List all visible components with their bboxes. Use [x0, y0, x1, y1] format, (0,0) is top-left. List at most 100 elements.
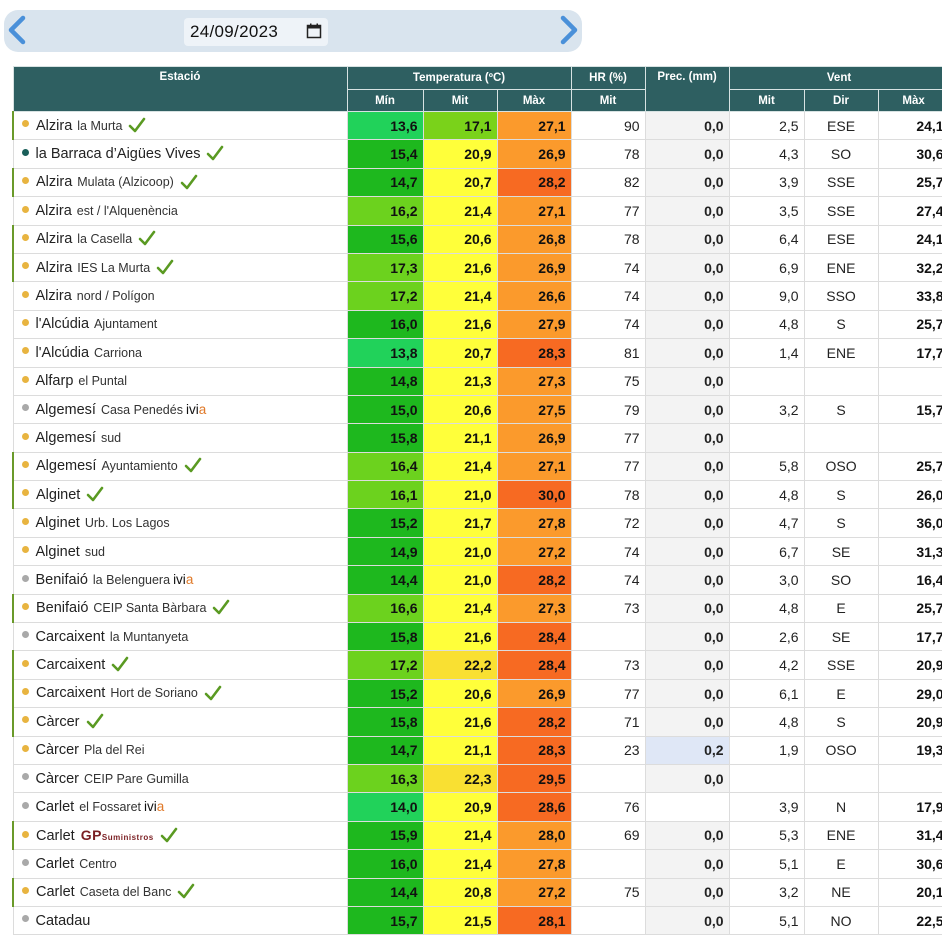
table-row[interactable]: Alginet Urb. Los Lagos 15,2 21,7 27,8 72 0,0 4,… [12, 508, 942, 538]
table-row[interactable]: Algemesí sud 15,8 21,1 26,9 77 0,0 [12, 423, 942, 453]
table-row[interactable]: Alfarp el Puntal 14,8 21,3 27,3 75 0,0 [12, 366, 942, 396]
table-row[interactable]: Carcaixent Hort de Soriano 15,2 20,6 26,9 77 0… [12, 678, 942, 709]
station-name[interactable]: Carcaixent [35, 628, 105, 645]
table-row[interactable]: Alzira la Murta 13,6 17,1 27,1 90 0,0 2,5 ESE 24,… [12, 110, 942, 141]
station-cell[interactable]: Càrcer Pla del Rei [12, 735, 348, 765]
station-cell[interactable]: Alzira IES La Murta [12, 252, 348, 283]
table-row[interactable]: l'Alcúdia Carriona 13,8 20,7 28,3 81 0,0 1,4 ENE… [12, 338, 942, 368]
header-station[interactable]: Estació [12, 66, 348, 112]
table-row[interactable]: Alzira IES La Murta 17,3 21,6 26,9 74 0,0 6,9 EN… [12, 252, 942, 283]
table-row[interactable]: Carcaixent la Muntanyeta 15,8 21,6 28,4 0,0 2,… [12, 622, 942, 652]
station-name[interactable]: Carcaixent [36, 685, 106, 702]
header-hr-mit[interactable]: Mit [570, 89, 646, 112]
table-row[interactable]: Algemesí Ayuntamiento 16,4 21,4 27,1 77 0,0 5,8… [12, 451, 942, 482]
station-name[interactable]: Algemesí [35, 429, 96, 446]
station-cell[interactable]: Càrcer [12, 707, 348, 737]
station-name[interactable]: Alfarp [35, 373, 74, 390]
station-cell[interactable]: Alzira la Murta [12, 110, 348, 141]
table-row[interactable]: Carlet Caseta del Banc 14,4 20,8 27,2 75 0,0 3,… [12, 877, 942, 907]
table-row[interactable]: Alzira nord / Polígon 17,2 21,4 26,6 74 0,0 9,0… [12, 281, 942, 311]
station-cell[interactable]: Alzira la Casella [12, 224, 348, 254]
station-name[interactable]: Algemesí [36, 458, 97, 475]
station-cell[interactable]: Carcaixent Hort de Soriano [12, 678, 348, 709]
station-name[interactable]: la Barraca d’Aigües Vives [35, 146, 201, 162]
station-cell[interactable]: Carlet GPSuministros [12, 820, 348, 851]
chevron-left-icon[interactable] [4, 14, 32, 46]
header-wind-max[interactable]: Màx [877, 89, 942, 112]
table-row[interactable]: Benifaió la Belenguera ivia 14,4 21,0 28,2 74 0… [12, 565, 942, 595]
header-wind-dir[interactable]: Dir [803, 89, 879, 112]
station-cell[interactable]: Alginet Urb. Los Lagos [12, 508, 348, 538]
station-name[interactable]: Algemesí [35, 401, 96, 418]
header-temp-min[interactable]: Mín [346, 89, 424, 112]
table-row[interactable]: Benifaió CEIP Santa Bàrbara 16,6 21,4 27,3 73… [12, 593, 942, 624]
date-value[interactable]: 24/09/2023 [190, 22, 279, 41]
chevron-right-icon[interactable] [554, 14, 582, 46]
station-cell[interactable]: Alzira est / l'Alquenència [12, 196, 348, 226]
station-cell[interactable]: Alginet sud [12, 536, 348, 567]
station-cell[interactable]: Algemesí sud [12, 423, 348, 453]
station-cell[interactable]: Carlet el Fossaret ivia [12, 792, 348, 822]
table-row[interactable]: Alzira est / l'Alquenència 16,2 21,4 27,1 77 0… [12, 196, 942, 226]
table-row[interactable]: Carlet GPSuministros 15,9 21,4 28,0 69 0,0 5,3 E… [12, 820, 942, 851]
station-cell[interactable]: Alginet [12, 480, 348, 510]
header-temp-mit[interactable]: Mit [422, 89, 498, 112]
station-name[interactable]: Alzira [36, 259, 73, 276]
table-row[interactable]: Alzira Mulata (Alzicoop) 14,7 20,7 28,2 82 0,0… [12, 167, 942, 198]
table-row[interactable]: l'Alcúdia Ajuntament 16,0 21,6 27,9 74 0,0 4,8 S… [12, 309, 942, 340]
station-name[interactable]: Carlet [35, 799, 75, 816]
station-name[interactable]: Alzira [36, 231, 73, 248]
table-row[interactable]: la Barraca d’Aigües Vives 15,4 20,9 26,9 78 0… [12, 139, 942, 169]
table-row[interactable]: Càrcer CEIP Pare Gumilla 16,3 22,3 29,5 0,0 [12, 763, 942, 794]
station-cell[interactable]: l'Alcúdia Ajuntament [12, 309, 348, 340]
header-wind-mit[interactable]: Mit [728, 89, 805, 112]
table-row[interactable]: Alginet 16,1 21,0 30,0 78 0,0 4,8 S 26,0 [12, 480, 942, 510]
station-cell[interactable]: Alfarp el Puntal [12, 366, 348, 396]
station-name[interactable]: Càrcer [35, 770, 80, 787]
station-cell[interactable]: Benifaió la Belenguera ivia [12, 565, 348, 595]
station-name[interactable]: Benifaió [35, 571, 88, 588]
station-name[interactable]: Alginet [35, 515, 80, 532]
date-field[interactable]: 24/09/2023 [184, 18, 328, 46]
station-cell[interactable]: la Barraca d’Aigües Vives [12, 139, 348, 169]
station-name[interactable]: Carlet [36, 827, 75, 844]
station-name[interactable]: Carlet [36, 884, 75, 901]
header-temp-max[interactable]: Màx [496, 89, 572, 112]
station-cell[interactable]: Carcaixent la Muntanyeta [12, 622, 348, 652]
station-cell[interactable]: Benifaió CEIP Santa Bàrbara [12, 593, 348, 624]
table-row[interactable]: Alginet sud 14,9 21,0 27,2 74 0,0 6,7 SE 31,3 [12, 536, 942, 567]
station-name[interactable]: Carcaixent [36, 657, 106, 674]
station-name[interactable]: l'Alcúdia [35, 316, 90, 333]
station-name[interactable]: Alginet [35, 543, 80, 560]
table-row[interactable]: Carlet el Fossaret ivia 14,0 20,9 28,6 76 3,9 N 1… [12, 792, 942, 822]
station-name[interactable]: l'Alcúdia [35, 344, 90, 361]
station-name[interactable]: Càrcer [35, 742, 80, 759]
station-name[interactable]: Catadau [35, 912, 91, 929]
station-cell[interactable]: Carlet Caseta del Banc [12, 877, 348, 907]
station-name[interactable]: Alzira [36, 174, 73, 191]
station-name[interactable]: Alzira [35, 202, 72, 219]
station-cell[interactable]: Algemesí Ayuntamiento [12, 451, 348, 482]
station-cell[interactable]: Algemesí Casa Penedés ivia [12, 394, 348, 425]
station-cell[interactable]: l'Alcúdia Carriona [12, 338, 348, 368]
station-name[interactable]: Alginet [36, 486, 81, 503]
station-cell[interactable]: Alzira Mulata (Alzicoop) [12, 167, 348, 198]
station-cell[interactable]: Càrcer CEIP Pare Gumilla [12, 763, 348, 794]
station-cell[interactable]: Carlet Centro [12, 849, 348, 879]
table-row[interactable]: Càrcer 15,8 21,6 28,2 71 0,0 4,8 S 20,9 [12, 707, 942, 737]
table-row[interactable]: Carlet Centro 16,0 21,4 27,8 0,0 5,1 E 30,6 [12, 849, 942, 879]
table-row[interactable]: Càrcer Pla del Rei 14,7 21,1 28,3 23 0,2 1,9 OSO… [12, 735, 942, 765]
station-cell[interactable]: Alzira nord / Polígon [12, 281, 348, 311]
station-name[interactable]: Càrcer [36, 713, 80, 730]
header-precipitation[interactable]: Prec. (mm) [644, 66, 730, 112]
station-name[interactable]: Alzira [36, 117, 73, 134]
station-name[interactable]: Benifaió [36, 600, 89, 617]
table-row[interactable]: Catadau 15,7 21,5 28,1 0,0 5,1 NO 22,5 [12, 905, 942, 936]
table-row[interactable]: Alzira la Casella 15,6 20,6 26,8 78 0,0 6,4 ESE 2… [12, 224, 942, 254]
table-row[interactable]: Algemesí Casa Penedés ivia 15,0 20,6 27,5 79 0,… [12, 394, 942, 425]
station-name[interactable]: Alzira [35, 288, 72, 305]
table-row[interactable]: Carcaixent 17,2 22,2 28,4 73 0,0 4,2 SSE 20,9 [12, 650, 942, 680]
station-name[interactable]: Carlet [35, 855, 75, 872]
station-cell[interactable]: Catadau [12, 905, 348, 936]
station-cell[interactable]: Carcaixent [12, 650, 348, 680]
